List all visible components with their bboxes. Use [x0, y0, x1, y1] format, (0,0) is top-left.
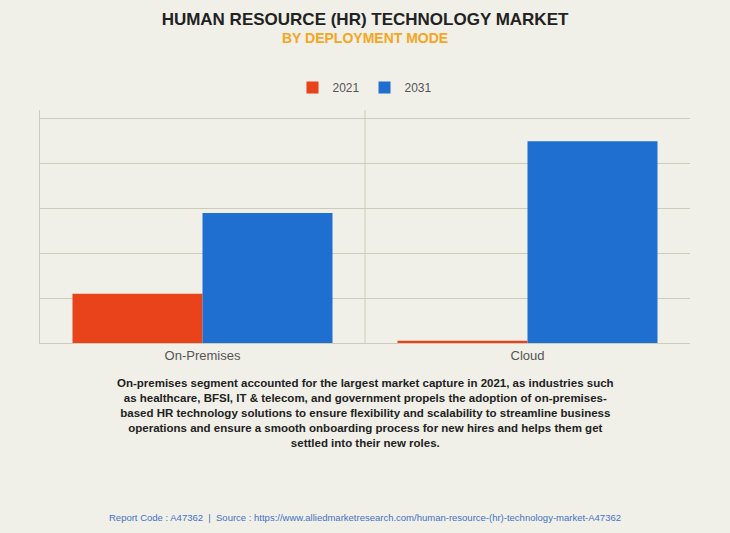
svg-text:2031: 2031 — [405, 81, 432, 95]
svg-text:Report Code : A47362 | Sourc: Report Code : A47362 | Source : https://… — [109, 512, 621, 523]
svg-text:On-premises segment accounted: On-premises segment accounted for the la… — [117, 377, 614, 449]
svg-text:2021: 2021 — [333, 81, 360, 95]
svg-text:On-Premises: On-Premises — [165, 348, 241, 363]
svg-text:BY DEPLOYMENT MODE: BY DEPLOYMENT MODE — [282, 30, 448, 46]
svg-text:Cloud: Cloud — [511, 348, 545, 363]
svg-text:HUMAN RESOURCE (HR) TECHNOLOGY: HUMAN RESOURCE (HR) TECHNOLOGY MARKET — [162, 10, 569, 29]
